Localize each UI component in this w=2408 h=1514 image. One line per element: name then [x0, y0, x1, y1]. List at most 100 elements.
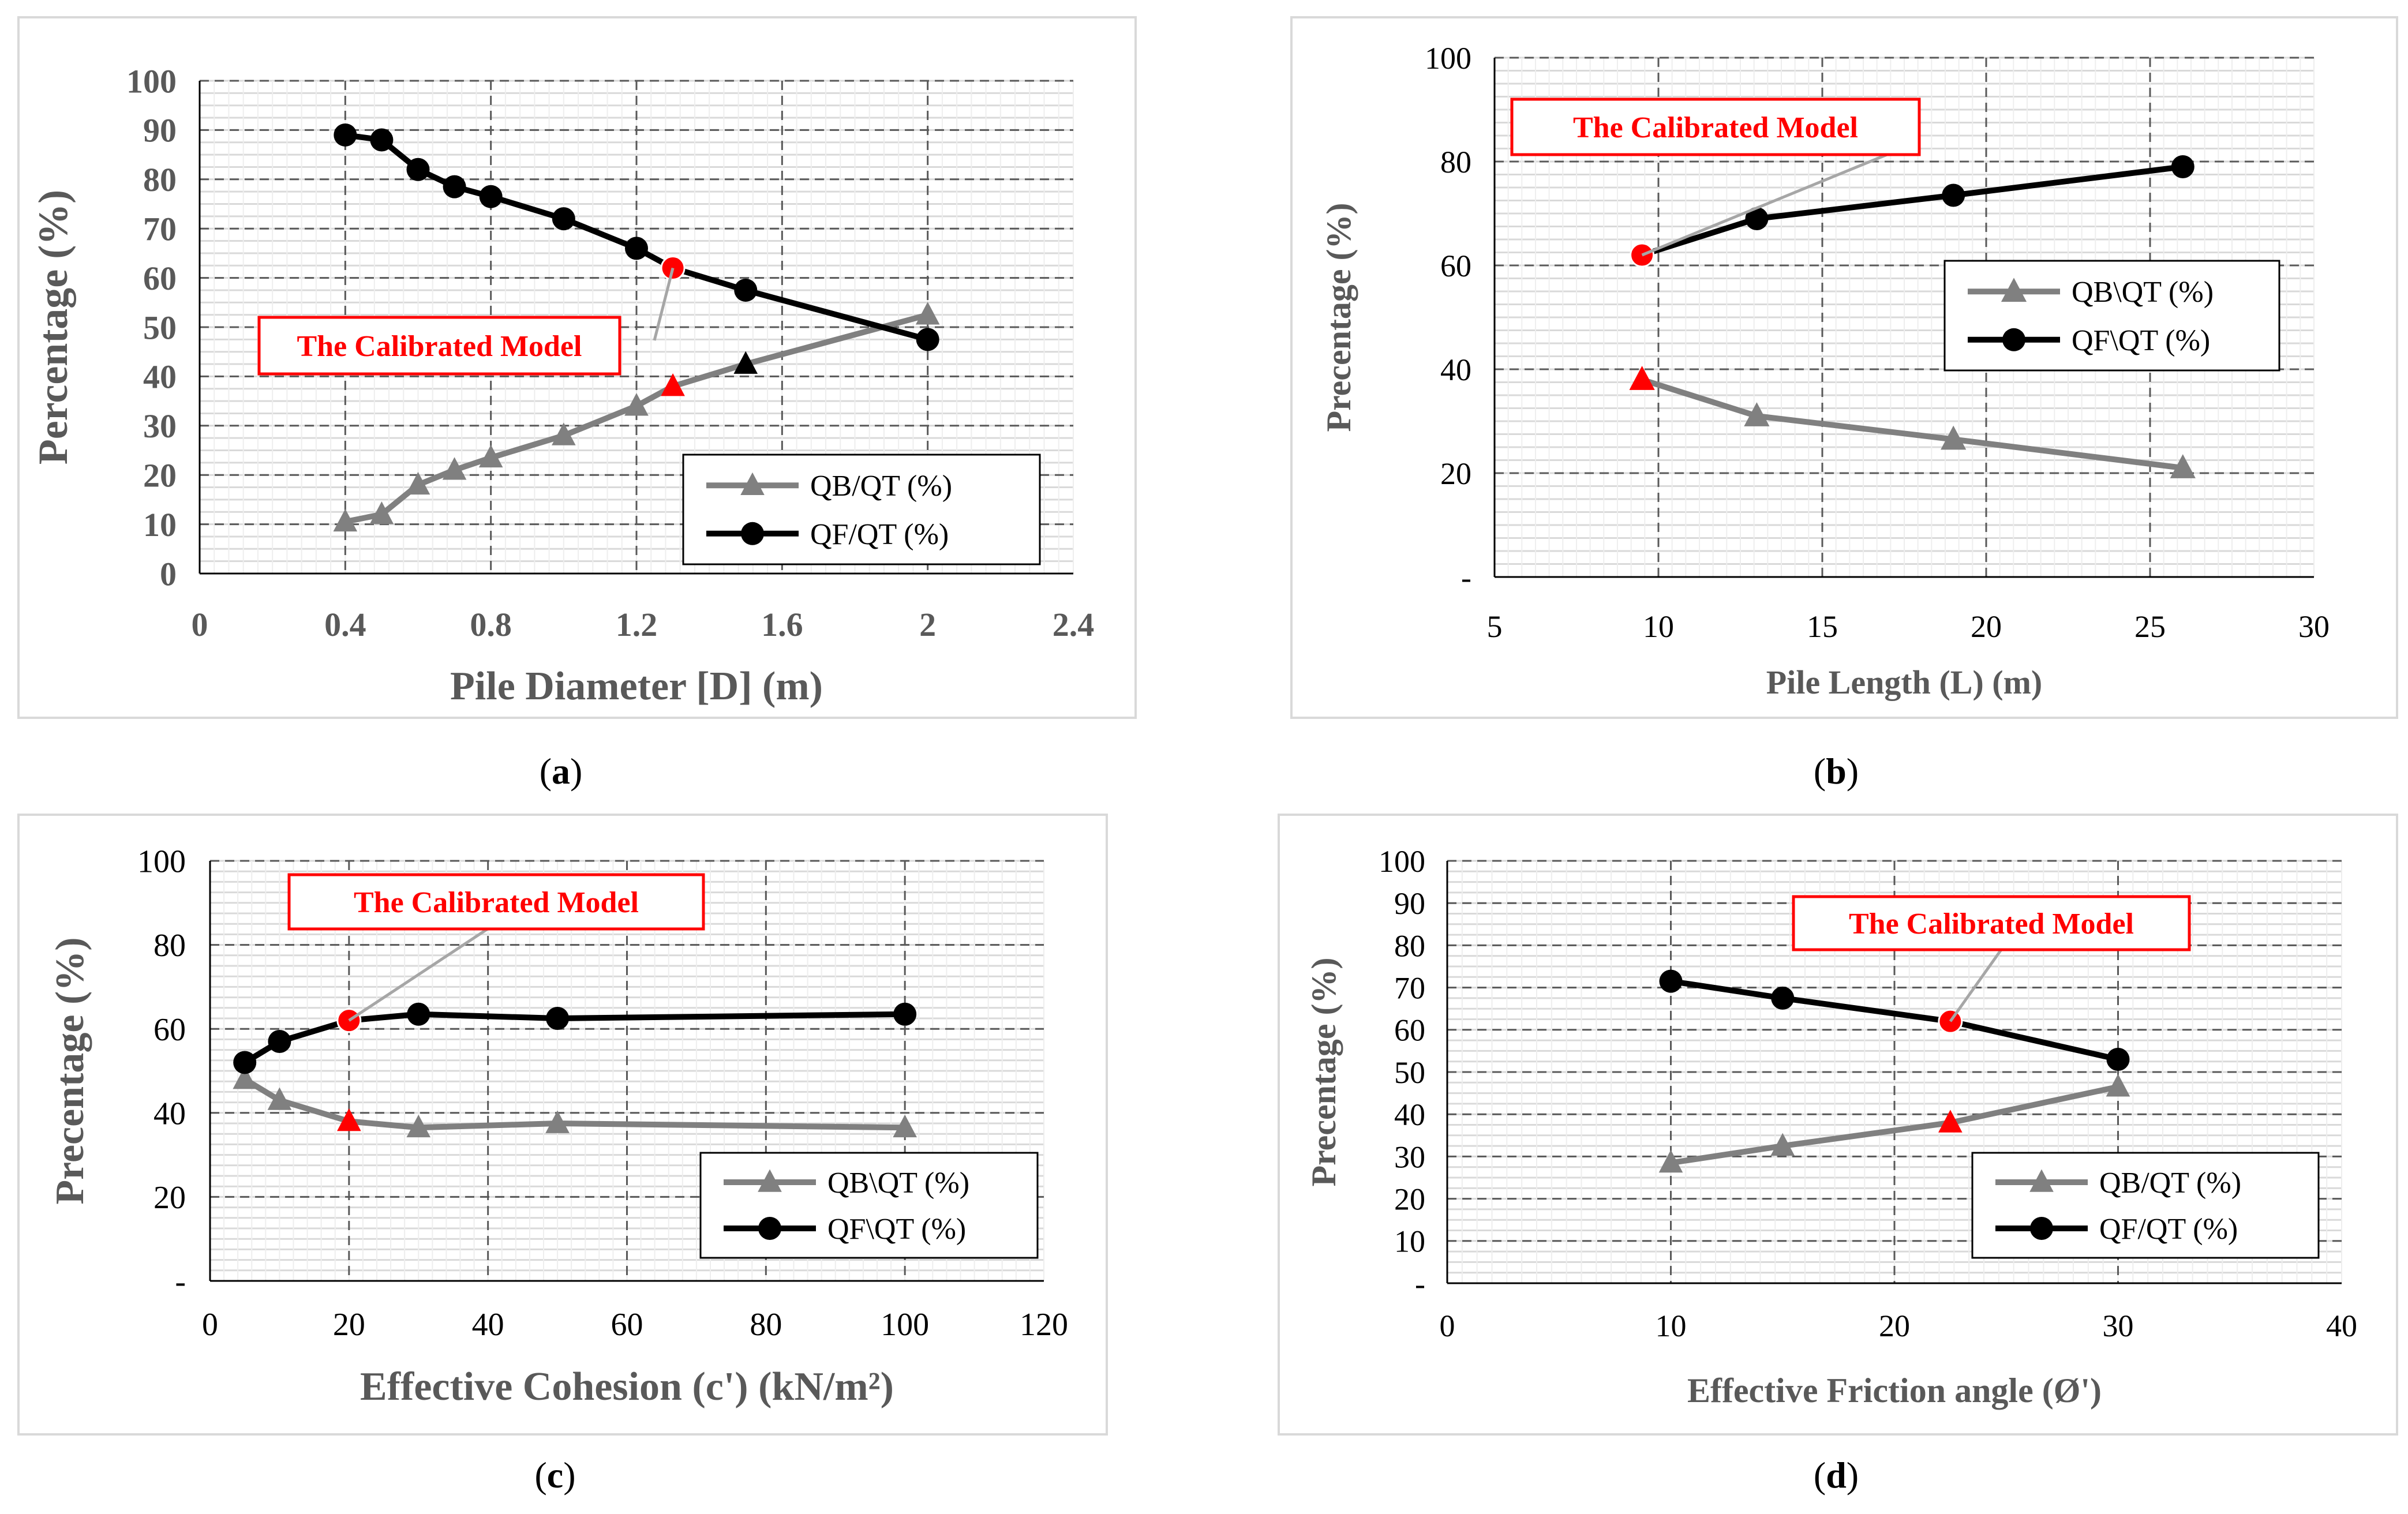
calibrated-model-box	[257, 316, 621, 376]
y-axis-title: Precentage (%)	[1320, 203, 1358, 432]
series-line-qb	[1670, 1084, 2119, 1166]
qf-point-marker	[334, 123, 357, 147]
qb-point-marker	[442, 457, 467, 480]
qb-point-marker	[406, 471, 430, 495]
qf-point-marker	[268, 1030, 291, 1054]
legend-label: QB/QT (%)	[810, 470, 952, 503]
legend-box	[699, 1152, 1039, 1259]
qf-point-marker	[552, 207, 575, 231]
qb-point-marker	[1629, 366, 1655, 390]
qf-point-marker	[1771, 986, 1795, 1010]
qb-point-marker	[733, 351, 758, 374]
calibrated-model-label: The Calibrated Model	[354, 886, 639, 919]
y-tick-label: 70	[143, 211, 177, 248]
x-tick-label: 10	[1656, 1309, 1687, 1343]
y-tick-label: 50	[1394, 1055, 1425, 1090]
annotation-leader-line	[1949, 949, 2003, 1022]
chart-a-svg: 0 10 20 30 40 50 60 70 80 90 100 0 0.4 0.8 1.2 1.6 2 2.4 P…	[30, 62, 1095, 709]
x-tick-label: 0	[202, 1307, 218, 1343]
qb-point-marker	[2106, 1074, 2130, 1097]
x-tick-label: 0.8	[470, 606, 512, 643]
caption-b: (b)	[1813, 751, 1859, 792]
caption-a: (a)	[539, 751, 583, 792]
qb-point-marker	[1941, 425, 1967, 450]
calibrated-model-box	[287, 873, 705, 931]
qf-point-marker	[406, 158, 430, 181]
x-axis-title: Effective Cohesion (c') (kN/m²)	[360, 1365, 894, 1409]
legend-label: QF/QT (%)	[810, 518, 949, 551]
qb-point-marker	[545, 1110, 570, 1133]
legend-triangle-marker	[740, 472, 765, 496]
legend-box	[1943, 260, 2280, 372]
legend-box	[682, 454, 1041, 565]
y-tick-label: 70	[1394, 971, 1425, 1006]
qf-point-marker	[1938, 1009, 1963, 1034]
y-axis-title: Precentage (%)	[1305, 957, 1343, 1186]
legend-circle-marker	[741, 522, 764, 545]
calibrated-model-label: The Calibrated Model	[297, 330, 582, 363]
qb-point-marker	[1744, 402, 1770, 426]
qb-point-marker	[624, 393, 649, 416]
x-tick-label: 0.4	[324, 606, 366, 643]
qf-point-marker	[893, 1002, 917, 1026]
x-tick-label: 0	[192, 606, 208, 643]
qb-point-marker	[915, 302, 940, 325]
qb-point-marker	[1770, 1133, 1795, 1156]
qf-point-marker	[734, 278, 758, 302]
y-tick-label: 100	[1425, 41, 1471, 76]
legend-circle-marker	[2002, 328, 2025, 351]
calibrated-model-label: The Calibrated Model	[1849, 908, 2134, 940]
y-tick-label: 80	[1440, 145, 1471, 179]
qf-point-marker	[233, 1051, 257, 1074]
y-tick-label: 10	[143, 506, 177, 544]
y-tick-label: 80	[143, 161, 177, 198]
qf-point-marker	[916, 328, 939, 351]
chart-c-svg: - 20 40 60 80 100 0 20 40 60 80 100 120 Effective Coh…	[48, 844, 1068, 1409]
legend-label: QF\QT (%)	[2072, 324, 2210, 357]
legend-circle-marker	[2030, 1217, 2053, 1241]
y-tick-label: 60	[1440, 249, 1471, 283]
x-tick-label: 15	[1807, 609, 1838, 644]
legend-triangle-marker	[2029, 1169, 2054, 1192]
chart-panel-c: - 20 40 60 80 100 0 20 40 60 80 100 120 Effective Coh…	[17, 814, 1108, 1436]
series-line-qb	[243, 1077, 905, 1131]
y-tick-label: 100	[137, 844, 186, 880]
qf-point-marker	[1659, 969, 1683, 993]
qb-point-marker	[369, 501, 394, 524]
y-tick-label: 60	[153, 1012, 186, 1048]
x-tick-label: 20	[1879, 1309, 1910, 1343]
x-tick-label: 0	[1440, 1309, 1455, 1343]
qf-point-marker	[546, 1007, 570, 1030]
x-tick-label: 1.6	[761, 606, 803, 643]
x-axis-title: Pile Length (L) (m)	[1766, 664, 2042, 701]
qf-point-marker	[1745, 207, 1769, 230]
x-tick-label: 20	[1971, 609, 2002, 644]
qb-point-marker	[333, 508, 358, 532]
y-tick-label: 40	[153, 1096, 186, 1131]
qf-point-marker	[2171, 155, 2194, 178]
legend-label: QB\QT (%)	[2072, 276, 2214, 309]
y-tick-label: 40	[143, 358, 177, 396]
legend-label: QB/QT (%)	[2099, 1167, 2241, 1200]
x-tick-label: 2.4	[1053, 606, 1095, 643]
y-tick-label: 60	[1394, 1013, 1425, 1048]
caption-c: (c)	[534, 1455, 576, 1496]
y-tick-label: 50	[143, 309, 177, 346]
qb-point-marker	[661, 373, 685, 396]
y-tick-label: 80	[153, 928, 186, 964]
x-tick-label: 30	[2103, 1309, 2134, 1343]
series-line-qf	[344, 132, 928, 343]
y-tick-label: 40	[1394, 1097, 1425, 1132]
x-tick-label: 10	[1643, 609, 1674, 644]
x-tick-label: 5	[1487, 609, 1503, 644]
annotation-leader-line	[348, 924, 494, 1022]
y-tick-label: 30	[1394, 1140, 1425, 1174]
qb-point-marker	[233, 1066, 257, 1089]
y-tick-label: 20	[1394, 1182, 1425, 1217]
qb-point-marker	[893, 1114, 917, 1138]
qb-point-marker	[552, 422, 576, 445]
y-tick-label: 10	[1394, 1224, 1425, 1259]
y-tick-label: -	[175, 1264, 186, 1300]
qf-point-marker	[479, 185, 503, 208]
x-tick-label: 80	[750, 1307, 782, 1343]
